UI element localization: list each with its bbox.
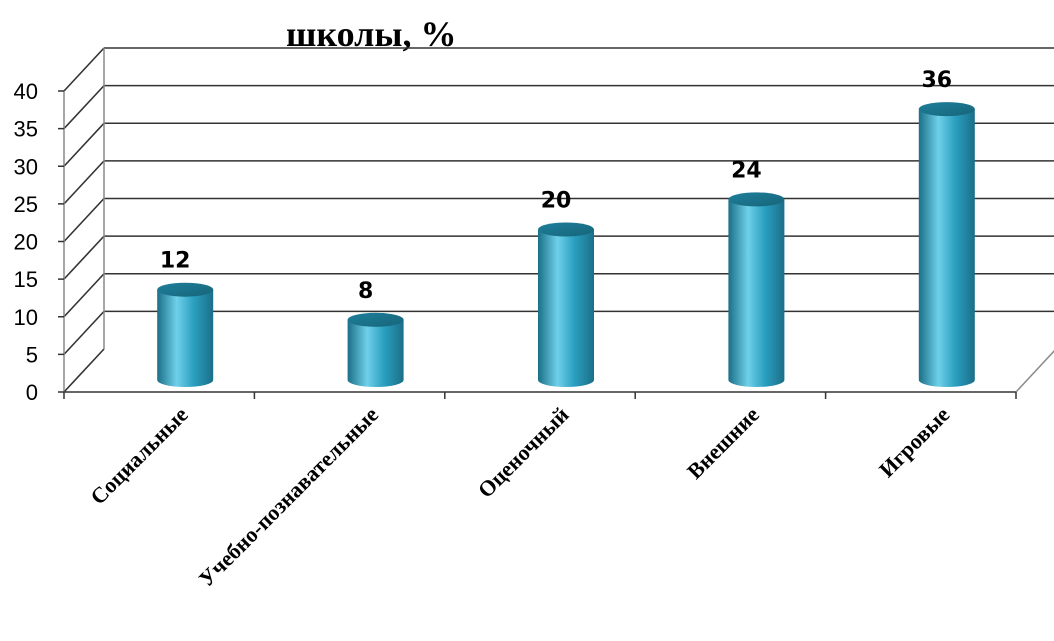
data-label: 20 (541, 189, 572, 214)
gridline-diagonal (63, 160, 105, 205)
data-label: 36 (921, 68, 952, 93)
data-labels: 12 8 20 24 36 (160, 68, 952, 304)
gridline-diagonal (63, 310, 105, 355)
category-label: Учебно-познавательные (194, 402, 384, 592)
bar (157, 282, 214, 388)
category-label: Социальные (85, 402, 193, 510)
bar-top-cap (538, 222, 594, 237)
y-tick-label: 35 (14, 117, 38, 142)
y-tick-label: 5 (26, 342, 38, 367)
bar-body (157, 289, 214, 388)
bar-body (538, 229, 594, 387)
y-tick-label: 0 (26, 380, 38, 405)
bar-body (347, 319, 404, 388)
gridline-diagonal (63, 235, 105, 280)
y-tick-label: 40 (14, 79, 38, 104)
bar (347, 312, 404, 388)
y-tick-label: 25 (14, 192, 38, 217)
gridline-diagonal (63, 348, 105, 393)
bar-top-cap (728, 192, 785, 207)
category-label: Внешние (682, 402, 764, 484)
bar (728, 192, 785, 388)
category-label: Оценочный (473, 402, 574, 503)
bars (157, 102, 975, 388)
gridline-diagonal (63, 47, 105, 92)
bar-body (918, 109, 975, 388)
floor-right-edge (1015, 350, 1054, 393)
y-tick-label: 20 (14, 230, 38, 255)
bar (918, 102, 975, 388)
y-axis-ticks: 0 5 10 15 20 25 30 35 40 (14, 79, 64, 405)
y-tick-label: 10 (14, 305, 38, 330)
y-tick-label: 30 (14, 154, 38, 179)
data-label: 8 (358, 279, 373, 304)
y-tick-label: 15 (14, 267, 38, 292)
data-label: 24 (731, 158, 762, 183)
bar (538, 222, 594, 387)
gridline-diagonal (63, 273, 105, 318)
category-labels: Социальные Учебно-познавательные Оценочный… (85, 402, 954, 592)
data-label: 12 (160, 249, 191, 274)
bar-top-cap (918, 102, 975, 117)
gridline-diagonal (63, 197, 105, 243)
bar-top-cap (157, 282, 214, 297)
bar-top-cap (347, 312, 404, 327)
gridline-diagonal (63, 122, 105, 167)
bar-body (728, 199, 785, 388)
gridline-diagonal (63, 85, 105, 130)
category-label: Игровые (874, 402, 955, 483)
